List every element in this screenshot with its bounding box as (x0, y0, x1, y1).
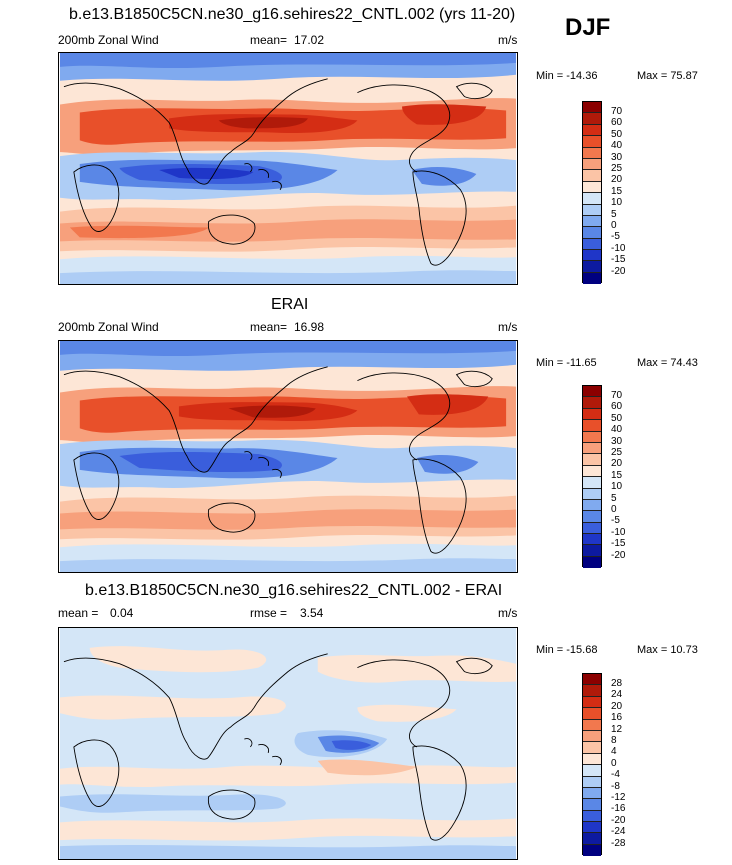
panel1-contour-field (59, 53, 517, 284)
panel1-colorbar-label: 15 (611, 186, 623, 197)
panel1-colorbar-label: 5 (611, 209, 617, 220)
panel1-min-label: Min = -14.36 (536, 70, 598, 82)
panel2-colorbar-label: 15 (611, 470, 623, 481)
panel2-max-label: Max = 74.43 (637, 357, 698, 369)
panel3-rmse-label: rmse = (250, 606, 288, 620)
panel2-units: m/s (498, 320, 518, 334)
panel1-title: b.e13.B1850C5CN.ne30_g16.sehires22_CNTL.… (69, 6, 516, 23)
panel3-mean-value: 0.04 (110, 606, 134, 620)
panel2-min-label: Min = -11.65 (536, 357, 597, 369)
panel3-map (58, 627, 518, 860)
panel2-colorbar (582, 385, 602, 569)
panel1-colorbar-label: 40 (611, 140, 623, 151)
panel1-mean-label: mean= (250, 33, 288, 47)
season-label: DJF (565, 14, 611, 41)
panel3-colorbar-label: 16 (611, 712, 623, 723)
panel2-colorbar-label: 5 (611, 493, 617, 504)
panel3-contour-field (59, 628, 517, 859)
panel1-colorbar-label: 10 (611, 197, 623, 208)
panel2-mean-value: 16.98 (294, 320, 325, 334)
panel3-colorbar (582, 673, 602, 857)
panel2-mean-label: mean= (250, 320, 288, 334)
panel3-colorbar-label: 28 (611, 678, 623, 689)
panel2-contour-field (59, 341, 517, 572)
panel3-max-label: Max = 10.73 (637, 644, 698, 656)
panel2-colorbar-label: 70 (611, 390, 623, 401)
panel3-colorbar-label: -12 (611, 792, 626, 803)
panel2-field-label: 200mb Zonal Wind (58, 320, 159, 334)
panel1-map (58, 52, 518, 285)
panel2-colorbar-label: -10 (611, 527, 626, 538)
panel1-colorbar (582, 101, 602, 285)
panel1-units: m/s (498, 33, 518, 47)
panel3-colorbar-label: 24 (611, 689, 623, 700)
panel3-colorbar-label: 4 (611, 746, 617, 757)
panel3-min-label: Min = -15.68 (536, 644, 598, 656)
panel1-mean-value: 17.02 (294, 33, 325, 47)
panel2-colorbar-label: 40 (611, 424, 623, 435)
panel3-colorbar-label: 0 (611, 758, 617, 769)
panel3-colorbar-label: -24 (611, 826, 626, 837)
panel1-colorbar-label: 0 (611, 220, 617, 231)
panel1-max-label: Max = 75.87 (637, 70, 698, 82)
panel2-colorbar-label: 0 (611, 504, 617, 515)
panel1-colorbar-label: 70 (611, 106, 623, 117)
panel1-colorbar-label: 30 (611, 152, 623, 163)
panel1-colorbar-label: 50 (611, 129, 623, 140)
panel1-colorbar-label: -5 (611, 231, 620, 242)
panel2-map (58, 340, 518, 573)
panel1-field-label: 200mb Zonal Wind (58, 33, 159, 47)
panel2-colorbar-label: -15 (611, 538, 626, 549)
panel2-colorbar-label: 60 (611, 401, 623, 412)
panel1-colorbar-label: -10 (611, 243, 626, 254)
panel3-colorbar-label: 12 (611, 724, 623, 735)
panel2-colorbar-label: 30 (611, 436, 623, 447)
panel2-colorbar-label: 10 (611, 481, 623, 492)
panel3-colorbar-label: -28 (611, 838, 626, 849)
panel3-colorbar-label: -16 (611, 803, 626, 814)
panel3-colorbar-label: 20 (611, 701, 623, 712)
panel2-colorbar-label: 50 (611, 413, 623, 424)
panel1-colorbar-label: 60 (611, 117, 623, 128)
panel3-colorbar-label: -8 (611, 781, 620, 792)
panel3-colorbar-label: -4 (611, 769, 620, 780)
panel3-title: b.e13.B1850C5CN.ne30_g16.sehires22_CNTL.… (85, 582, 503, 599)
panel1-colorbar-label: -15 (611, 254, 626, 265)
panel3-colorbar-label: -20 (611, 815, 626, 826)
panel2-title: ERAI (271, 296, 309, 313)
panel2-colorbar-label: -5 (611, 515, 620, 526)
panel2-colorbar-label: 25 (611, 447, 623, 458)
panel2-colorbar-label: 20 (611, 458, 623, 469)
panel3-colorbar-label: 8 (611, 735, 617, 746)
panel3-mean-label: mean = (58, 606, 99, 620)
panel1-colorbar-label: 25 (611, 163, 623, 174)
panel2-colorbar-label: -20 (611, 550, 626, 561)
panel1-colorbar-label: -20 (611, 266, 626, 277)
panel1-colorbar-label: 20 (611, 174, 623, 185)
panel3-units: m/s (498, 606, 518, 620)
panel3-rmse-value: 3.54 (300, 606, 324, 620)
